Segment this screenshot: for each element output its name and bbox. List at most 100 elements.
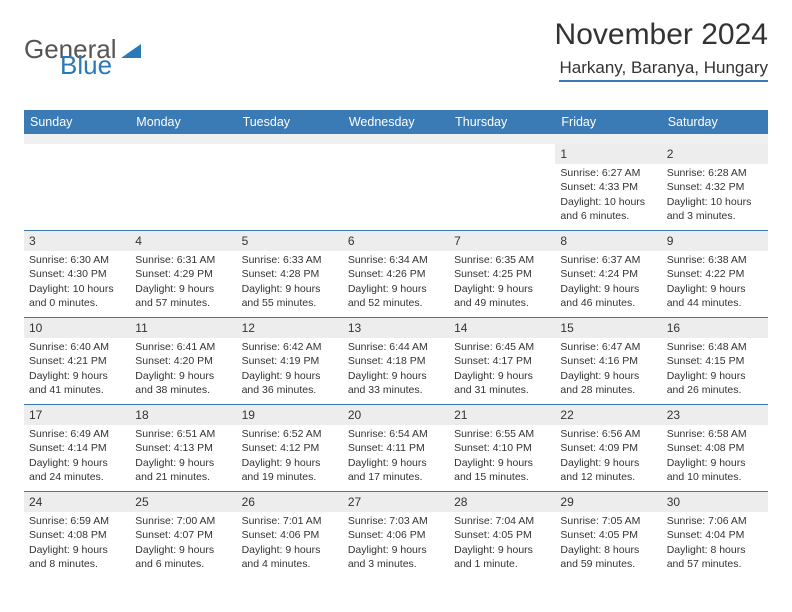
sunset-text: Sunset: 4:25 PM: [454, 267, 550, 281]
empty-cell: [449, 144, 555, 230]
day-number: 9: [662, 231, 768, 251]
day-number: 30: [662, 492, 768, 512]
daylight-text: Daylight: 9 hours and 8 minutes.: [29, 543, 125, 571]
daylight-text: Daylight: 9 hours and 17 minutes.: [348, 456, 444, 484]
sunrise-text: Sunrise: 6:48 AM: [667, 340, 763, 354]
sunset-text: Sunset: 4:28 PM: [242, 267, 338, 281]
day-number: 1: [555, 144, 661, 164]
day-number: 17: [24, 405, 130, 425]
daylight-text: Daylight: 9 hours and 21 minutes.: [135, 456, 231, 484]
day-number: 18: [130, 405, 236, 425]
sunrise-text: Sunrise: 7:03 AM: [348, 514, 444, 528]
day-details: Sunrise: 6:52 AMSunset: 4:12 PMDaylight:…: [237, 425, 343, 486]
sunset-text: Sunset: 4:14 PM: [29, 441, 125, 455]
sunset-text: Sunset: 4:05 PM: [560, 528, 656, 542]
weekday-sunday: Sunday: [24, 110, 130, 134]
day-number: 25: [130, 492, 236, 512]
sunrise-text: Sunrise: 6:59 AM: [29, 514, 125, 528]
sunset-text: Sunset: 4:15 PM: [667, 354, 763, 368]
empty-cell: [24, 144, 130, 230]
weekday-tuesday: Tuesday: [237, 110, 343, 134]
sunset-text: Sunset: 4:30 PM: [29, 267, 125, 281]
day-number: 23: [662, 405, 768, 425]
logo-word2: Blue: [60, 50, 112, 81]
month-title: November 2024: [555, 18, 768, 52]
day-number: 6: [343, 231, 449, 251]
daylight-text: Daylight: 9 hours and 57 minutes.: [135, 282, 231, 310]
daylight-text: Daylight: 8 hours and 57 minutes.: [667, 543, 763, 571]
day-details: Sunrise: 7:04 AMSunset: 4:05 PMDaylight:…: [449, 512, 555, 573]
sail-icon: [120, 41, 142, 61]
day-details: Sunrise: 6:47 AMSunset: 4:16 PMDaylight:…: [555, 338, 661, 399]
day-number: 11: [130, 318, 236, 338]
day-cell: 15Sunrise: 6:47 AMSunset: 4:16 PMDayligh…: [555, 318, 661, 404]
sunrise-text: Sunrise: 6:51 AM: [135, 427, 231, 441]
empty-cell: [237, 144, 343, 230]
day-cell: 5Sunrise: 6:33 AMSunset: 4:28 PMDaylight…: [237, 231, 343, 317]
day-number: 7: [449, 231, 555, 251]
day-number: 14: [449, 318, 555, 338]
sunrise-text: Sunrise: 6:55 AM: [454, 427, 550, 441]
day-details: Sunrise: 6:55 AMSunset: 4:10 PMDaylight:…: [449, 425, 555, 486]
day-details: Sunrise: 6:37 AMSunset: 4:24 PMDaylight:…: [555, 251, 661, 312]
sunset-text: Sunset: 4:09 PM: [560, 441, 656, 455]
week-row: 10Sunrise: 6:40 AMSunset: 4:21 PMDayligh…: [24, 317, 768, 404]
weekday-thursday: Thursday: [449, 110, 555, 134]
daylight-text: Daylight: 9 hours and 41 minutes.: [29, 369, 125, 397]
sunrise-text: Sunrise: 6:56 AM: [560, 427, 656, 441]
sunset-text: Sunset: 4:18 PM: [348, 354, 444, 368]
day-cell: 2Sunrise: 6:28 AMSunset: 4:32 PMDaylight…: [662, 144, 768, 230]
day-cell: 14Sunrise: 6:45 AMSunset: 4:17 PMDayligh…: [449, 318, 555, 404]
daylight-text: Daylight: 9 hours and 26 minutes.: [667, 369, 763, 397]
day-details: Sunrise: 6:59 AMSunset: 4:08 PMDaylight:…: [24, 512, 130, 573]
day-cell: 9Sunrise: 6:38 AMSunset: 4:22 PMDaylight…: [662, 231, 768, 317]
day-cell: 3Sunrise: 6:30 AMSunset: 4:30 PMDaylight…: [24, 231, 130, 317]
daylight-text: Daylight: 9 hours and 28 minutes.: [560, 369, 656, 397]
sunrise-text: Sunrise: 7:05 AM: [560, 514, 656, 528]
daylight-text: Daylight: 9 hours and 46 minutes.: [560, 282, 656, 310]
day-cell: 8Sunrise: 6:37 AMSunset: 4:24 PMDaylight…: [555, 231, 661, 317]
day-number: 15: [555, 318, 661, 338]
sunrise-text: Sunrise: 7:04 AM: [454, 514, 550, 528]
daylight-text: Daylight: 9 hours and 15 minutes.: [454, 456, 550, 484]
sunset-text: Sunset: 4:32 PM: [667, 180, 763, 194]
day-number: 24: [24, 492, 130, 512]
daylight-text: Daylight: 9 hours and 33 minutes.: [348, 369, 444, 397]
day-details: Sunrise: 6:44 AMSunset: 4:18 PMDaylight:…: [343, 338, 449, 399]
sunset-text: Sunset: 4:22 PM: [667, 267, 763, 281]
sunset-text: Sunset: 4:29 PM: [135, 267, 231, 281]
day-cell: 29Sunrise: 7:05 AMSunset: 4:05 PMDayligh…: [555, 492, 661, 578]
day-cell: 26Sunrise: 7:01 AMSunset: 4:06 PMDayligh…: [237, 492, 343, 578]
daylight-text: Daylight: 10 hours and 0 minutes.: [29, 282, 125, 310]
daylight-text: Daylight: 10 hours and 6 minutes.: [560, 195, 656, 223]
day-number: 8: [555, 231, 661, 251]
sunrise-text: Sunrise: 6:52 AM: [242, 427, 338, 441]
sunrise-text: Sunrise: 6:58 AM: [667, 427, 763, 441]
sunrise-text: Sunrise: 6:30 AM: [29, 253, 125, 267]
day-cell: 4Sunrise: 6:31 AMSunset: 4:29 PMDaylight…: [130, 231, 236, 317]
sunset-text: Sunset: 4:06 PM: [242, 528, 338, 542]
weekday-monday: Monday: [130, 110, 236, 134]
day-details: Sunrise: 6:34 AMSunset: 4:26 PMDaylight:…: [343, 251, 449, 312]
day-cell: 13Sunrise: 6:44 AMSunset: 4:18 PMDayligh…: [343, 318, 449, 404]
sunrise-text: Sunrise: 6:31 AM: [135, 253, 231, 267]
sunrise-text: Sunrise: 6:27 AM: [560, 166, 656, 180]
week-row: 17Sunrise: 6:49 AMSunset: 4:14 PMDayligh…: [24, 404, 768, 491]
day-cell: 21Sunrise: 6:55 AMSunset: 4:10 PMDayligh…: [449, 405, 555, 491]
day-cell: 11Sunrise: 6:41 AMSunset: 4:20 PMDayligh…: [130, 318, 236, 404]
day-details: Sunrise: 7:01 AMSunset: 4:06 PMDaylight:…: [237, 512, 343, 573]
day-number: 28: [449, 492, 555, 512]
day-details: Sunrise: 6:48 AMSunset: 4:15 PMDaylight:…: [662, 338, 768, 399]
sunrise-text: Sunrise: 6:45 AM: [454, 340, 550, 354]
daylight-text: Daylight: 8 hours and 59 minutes.: [560, 543, 656, 571]
sunrise-text: Sunrise: 6:42 AM: [242, 340, 338, 354]
weekday-friday: Friday: [555, 110, 661, 134]
daylight-text: Daylight: 9 hours and 55 minutes.: [242, 282, 338, 310]
sunset-text: Sunset: 4:26 PM: [348, 267, 444, 281]
sunset-text: Sunset: 4:17 PM: [454, 354, 550, 368]
sunrise-text: Sunrise: 6:34 AM: [348, 253, 444, 267]
sunset-text: Sunset: 4:08 PM: [667, 441, 763, 455]
day-cell: 18Sunrise: 6:51 AMSunset: 4:13 PMDayligh…: [130, 405, 236, 491]
day-number: 5: [237, 231, 343, 251]
sunrise-text: Sunrise: 7:00 AM: [135, 514, 231, 528]
